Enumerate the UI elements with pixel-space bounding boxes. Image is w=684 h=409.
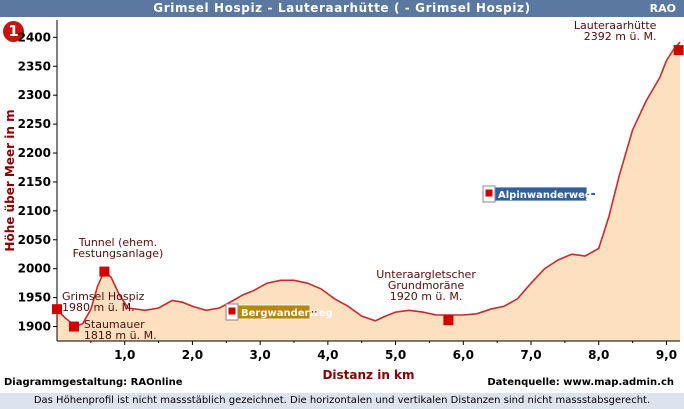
- waypoint-label: Tunnel (ehem.: [78, 236, 157, 249]
- trail-sign-label: Bergwanderweg: [241, 308, 333, 319]
- disclaimer-text: Das Höhenprofil ist nicht massstäblich g…: [33, 395, 651, 406]
- y-tick-label: 1900: [18, 320, 51, 334]
- waypoint-label: 1980 m ü. M.: [62, 301, 135, 314]
- chart-title: Grimsel Hospiz - Lauteraarhütte ( - Grim…: [153, 1, 531, 15]
- waypoint-label: Festungsanlage): [73, 247, 164, 260]
- waypoint-marker: [443, 315, 454, 326]
- profile-area: [57, 42, 680, 341]
- y-tick-label: 2200: [18, 146, 51, 160]
- waypoint-label: Lauteraarhütte: [574, 19, 657, 32]
- x-tick-label: 7,0: [520, 348, 541, 362]
- y-tick-label: 2150: [18, 175, 51, 189]
- waypoint-marker: [68, 321, 79, 332]
- waypoint-label: 1920 m ü. M.: [390, 290, 463, 303]
- x-tick-label: 8,0: [588, 348, 609, 362]
- footer-bar: [0, 393, 684, 409]
- y-tick-label: 2050: [18, 233, 51, 247]
- waypoint-marker: [99, 266, 110, 277]
- y-tick-label: 2100: [18, 204, 51, 218]
- x-tick-label: 6,0: [453, 348, 474, 362]
- y-tick-label: 2250: [18, 117, 51, 131]
- x-tick-label: 4,0: [317, 348, 338, 362]
- x-tick-label: 1,0: [114, 348, 135, 362]
- x-axis-label: Distanz in km: [322, 368, 414, 382]
- swiss-cross-icon: [228, 307, 236, 315]
- x-tick-label: 3,0: [250, 348, 271, 362]
- waypoint-marker: [673, 45, 684, 56]
- credit-design: Diagrammgestaltung: RAOnline: [4, 377, 183, 388]
- x-tick-label: 2,0: [182, 348, 203, 362]
- swiss-cross-icon: [485, 189, 493, 197]
- rao-logo: RAO: [649, 2, 676, 15]
- y-axis-label: Höhe über Meer in m: [3, 109, 17, 251]
- y-tick-label: 1950: [18, 291, 51, 305]
- waypoint-label: Staumauer: [84, 318, 145, 331]
- profile-line: [56, 41, 681, 328]
- waypoint-label: Grundmoräne: [388, 279, 465, 292]
- waypoint-label: Grimsel Hospiz: [62, 290, 145, 303]
- title-bar: [0, 0, 684, 17]
- y-tick-label: 2300: [18, 88, 51, 102]
- y-tick-label: 2350: [18, 59, 51, 73]
- y-tick-label: 2400: [18, 30, 51, 44]
- waypoint-label: 1818 m ü. M.: [84, 329, 157, 342]
- elevation-chart: 1900 1950 2000 2050 2100 2150 2200 2250 2300 2350…: [3, 19, 684, 382]
- trail-sign-label: Alpinwanderweg: [498, 190, 592, 201]
- number-badge: 1: [3, 21, 24, 42]
- waypoint-label: 2392 m ü. M.: [584, 30, 657, 43]
- waypoint-marker: [52, 304, 62, 315]
- credit-source: Datenquelle: www.map.admin.ch: [487, 377, 674, 388]
- waypoint-label: Unteraargletscher: [376, 268, 476, 281]
- x-tick-label: 9,0: [656, 348, 677, 362]
- x-tick-label: 5,0: [385, 348, 406, 362]
- y-tick-label: 2000: [18, 262, 51, 276]
